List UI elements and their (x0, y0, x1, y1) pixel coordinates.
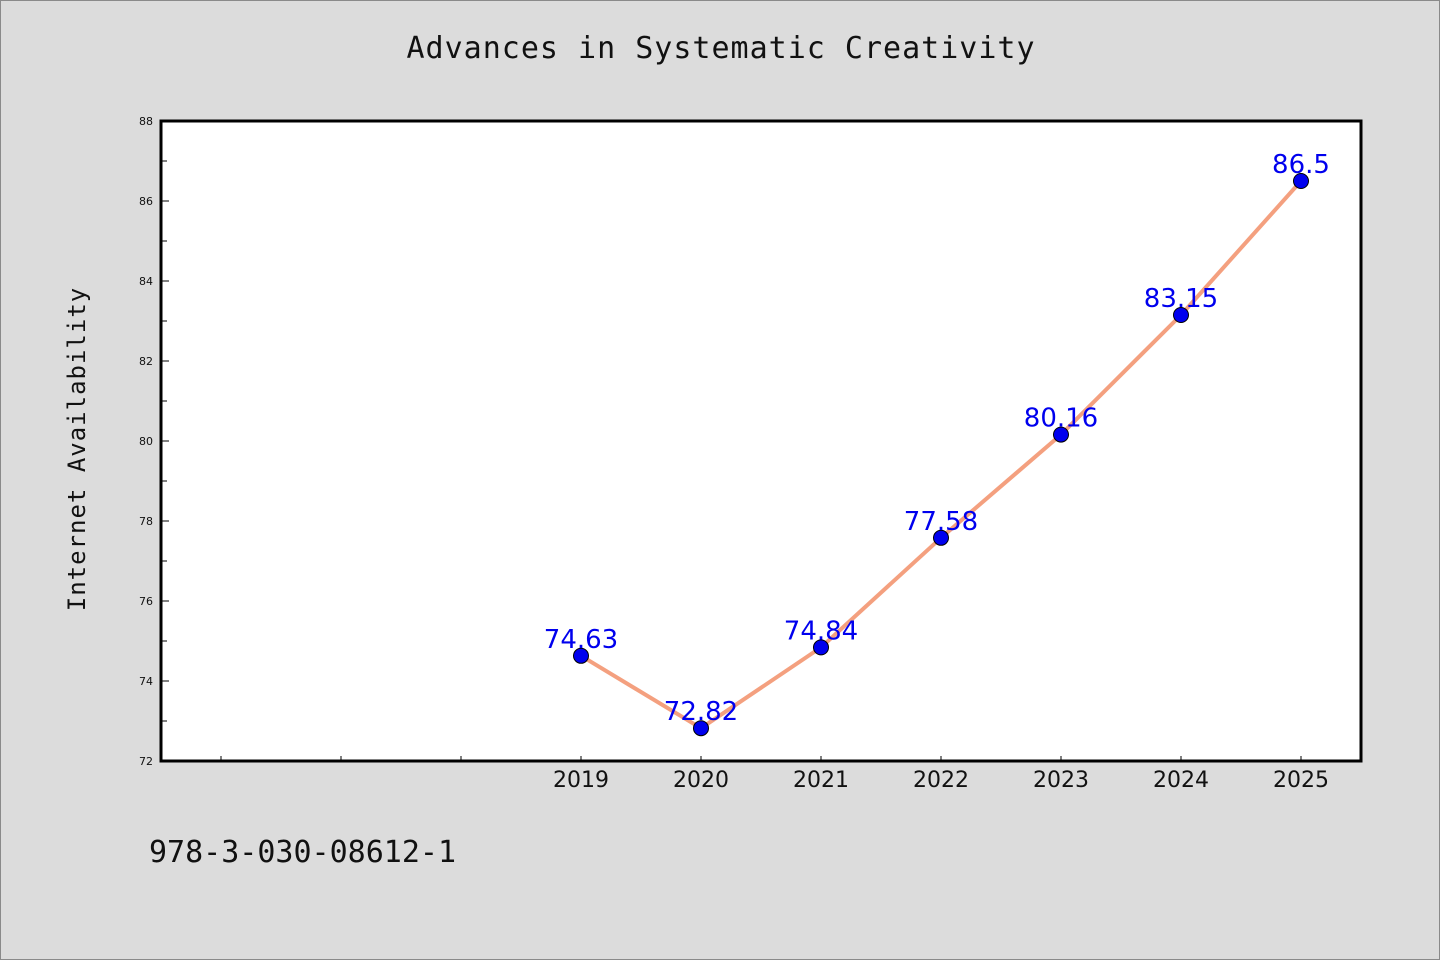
x-tick-label: 2025 (1273, 768, 1329, 793)
x-tick-label: 2022 (913, 768, 969, 793)
y-tick-label: 76 (139, 595, 153, 608)
data-point (1173, 307, 1189, 323)
data-point (1293, 173, 1309, 189)
data-label: 72.82 (664, 697, 738, 727)
data-point (1053, 426, 1069, 443)
x-tick-label: 2021 (793, 768, 849, 793)
footer-code: 978-3-030-08612-1 (149, 835, 457, 870)
data-point (813, 639, 829, 656)
y-tick-label: 84 (139, 275, 153, 288)
data-label: 80.16 (1024, 404, 1098, 434)
data-point (573, 647, 589, 664)
plot-area (161, 121, 1361, 761)
y-tick-label: 72 (139, 755, 153, 768)
data-point (693, 720, 709, 737)
y-tick-label: 78 (139, 515, 153, 528)
data-label: 77.58 (904, 507, 978, 537)
x-tick-label: 2020 (673, 768, 729, 793)
chart-title: Advances in Systematic Creativity (406, 31, 1036, 66)
y-tick-label: 82 (139, 355, 153, 368)
y-tick-label: 88 (139, 115, 153, 128)
plot-frame (159, 119, 1363, 763)
y-tick-label: 86 (139, 195, 153, 208)
data-label: 83.15 (1144, 284, 1218, 314)
y-tick-label: 80 (139, 435, 153, 448)
x-tick-label: 2019 (553, 768, 609, 793)
data-label: 74.84 (784, 616, 858, 646)
data-label: 86.5 (1272, 150, 1330, 180)
data-point (933, 529, 949, 546)
data-label: 74.63 (544, 625, 618, 655)
x-tick-label: 2024 (1153, 768, 1209, 793)
x-tick-label: 2023 (1033, 768, 1089, 793)
y-tick-label: 74 (139, 675, 153, 688)
